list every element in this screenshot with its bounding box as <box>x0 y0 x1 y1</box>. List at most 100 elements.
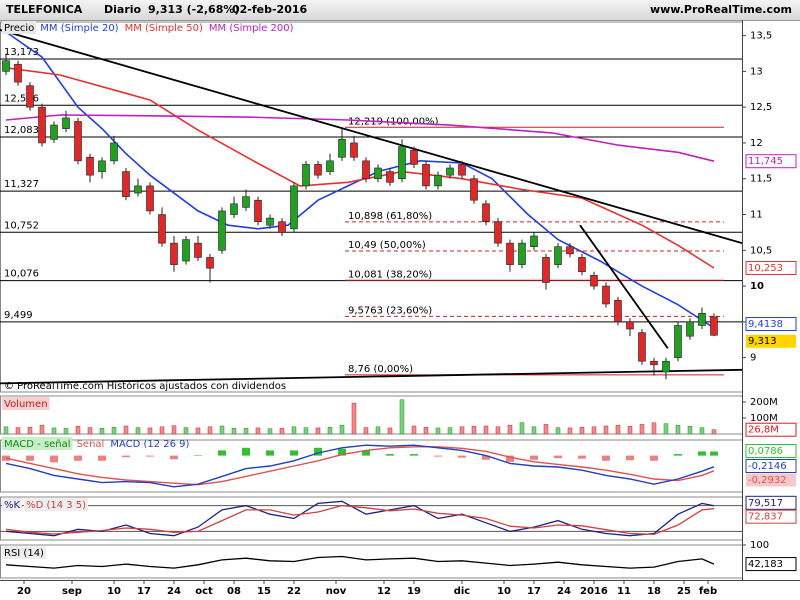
candle-body <box>518 242 526 265</box>
legend-entry: Señal <box>77 439 105 450</box>
candle-body <box>194 242 202 258</box>
volume-bar <box>87 427 93 435</box>
histogram-bar <box>361 450 370 456</box>
histogram-bar <box>553 455 562 459</box>
histogram-bar <box>121 455 130 458</box>
volume-bar <box>435 427 441 435</box>
y-tick-label: 12,5 <box>750 102 772 113</box>
volume-bar <box>543 424 549 435</box>
histogram-bar <box>169 455 178 460</box>
fib-label: 9,5763 (23,60%) <box>348 305 432 316</box>
panel-frame <box>0 544 743 579</box>
candle-body <box>530 235 538 248</box>
value-tag: 42,183 <box>748 559 783 570</box>
series-line <box>0 29 743 244</box>
candle-body <box>374 167 382 180</box>
histogram-bar <box>649 455 658 461</box>
volume-bar <box>591 426 597 435</box>
legend-entry: Volumen <box>4 399 48 410</box>
volume-bar <box>159 426 165 435</box>
candle-body <box>686 321 694 337</box>
volume-bar <box>267 428 273 435</box>
candle-body <box>110 142 118 162</box>
volume-bar <box>363 427 369 435</box>
series-line <box>5 446 715 486</box>
x-tick-label: 22 <box>287 586 301 597</box>
candle-body <box>542 257 550 283</box>
legend-entry: MM (Simple 50) <box>125 23 203 34</box>
x-tick-label: 2016 <box>580 586 608 597</box>
volume-bar <box>207 426 213 435</box>
candle-body <box>362 160 370 180</box>
candle-body <box>482 203 490 222</box>
candle-body <box>410 149 418 165</box>
candle-body <box>230 203 238 215</box>
volume-bar <box>711 429 717 435</box>
legend-box <box>24 498 89 511</box>
candle-body <box>626 321 634 330</box>
legend-entry: MACD (12 26 9) <box>110 439 189 450</box>
volume-bar <box>171 425 177 435</box>
candle-body <box>338 139 346 158</box>
candle-body <box>554 246 562 265</box>
histogram-bar <box>265 450 274 456</box>
histogram-bar <box>241 447 250 456</box>
candle-body <box>170 242 178 265</box>
volume-bar <box>303 427 309 435</box>
header: TELEFONICA Diario 9,313 (-2,68%) 02-feb-… <box>0 0 800 21</box>
volume-bar <box>39 424 45 435</box>
candle-body <box>290 185 298 230</box>
y-tick-label: 11 <box>750 210 763 221</box>
symbol: TELEFONICA <box>6 3 83 16</box>
candle-body <box>302 164 310 187</box>
candle-body <box>146 185 154 212</box>
histogram-bar <box>625 455 634 461</box>
candle-body <box>398 146 406 180</box>
volume-bar <box>519 422 525 435</box>
histogram-bar <box>481 455 490 460</box>
histogram-bar <box>313 447 322 456</box>
volume-bar <box>663 423 669 435</box>
volume-bar <box>471 426 477 435</box>
histogram-bar <box>289 450 298 456</box>
value-tag: 26,8M <box>748 425 779 436</box>
candle-body <box>326 160 334 172</box>
legend-box <box>2 546 46 559</box>
candle-body <box>602 285 610 305</box>
x-tick-label: 17 <box>527 586 541 597</box>
volume-bar <box>291 426 297 435</box>
x-tick-label: 08 <box>227 586 241 597</box>
candle-body <box>74 121 82 162</box>
histogram-bar <box>457 455 466 458</box>
candle-body <box>386 171 394 183</box>
legend-entry: Precio <box>4 23 34 34</box>
candle-body <box>314 164 322 176</box>
volume-bar <box>231 427 237 435</box>
series-line <box>5 500 715 537</box>
level-label: 10,752 <box>4 220 39 231</box>
volume-bar <box>579 427 585 435</box>
volume-bar <box>675 424 681 435</box>
histogram-bar <box>73 455 82 461</box>
legend-entry: MACD - señal <box>4 439 71 450</box>
histogram-bar <box>709 451 718 456</box>
candle-body <box>650 360 658 366</box>
legend-box <box>2 498 23 511</box>
fib-label: 10,898 (61,80%) <box>348 211 432 222</box>
x-tick-label: oct <box>195 586 213 597</box>
value-tag-box <box>745 317 797 332</box>
candle-body <box>350 142 358 158</box>
y-tick-label: 11,5 <box>750 174 772 185</box>
histogram-bar <box>385 454 394 456</box>
y-tick-label: 200M <box>750 397 778 408</box>
value-tag: 0,0786 <box>748 446 783 457</box>
y-tick-label: 100 <box>750 540 769 551</box>
x-tick-label: 20 <box>17 586 31 597</box>
legend-box <box>2 21 37 34</box>
value-tag: 9,313 <box>748 336 777 347</box>
candle-body <box>614 300 622 323</box>
volume-bar <box>27 427 33 435</box>
fib-label: 10,49 (50,00%) <box>348 240 426 251</box>
histogram-bar <box>505 455 514 462</box>
site-link[interactable]: www.ProRealTime.com <box>649 3 792 16</box>
